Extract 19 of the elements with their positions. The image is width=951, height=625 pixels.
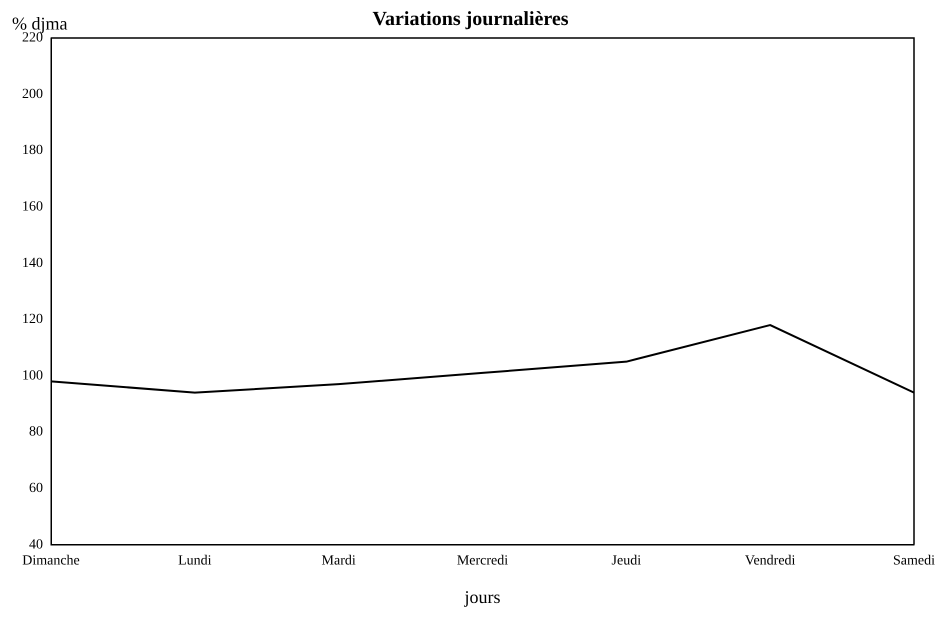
x-axis-title: jours bbox=[464, 586, 500, 607]
chart-title: Variations journalières bbox=[372, 8, 569, 30]
y-tick-label: 160 bbox=[22, 200, 43, 215]
x-tick-label: Samedi bbox=[893, 554, 936, 569]
x-tick-label: Jeudi bbox=[612, 554, 642, 569]
x-tick-label: Mercredi bbox=[456, 554, 508, 569]
y-tick-label: 220 bbox=[22, 30, 43, 46]
y-tick-label: 200 bbox=[22, 86, 43, 102]
x-tick-label: Lundi bbox=[178, 554, 212, 569]
y-tick-label: 80 bbox=[29, 424, 43, 440]
y-tick-label: 100 bbox=[22, 368, 43, 384]
y-tick-label: 180 bbox=[22, 143, 43, 158]
x-tick-label: Dimanche bbox=[22, 554, 80, 569]
y-tick-label: 60 bbox=[29, 480, 43, 496]
x-tick-label: Vendredi bbox=[744, 554, 796, 569]
y-tick-label: 40 bbox=[29, 537, 43, 552]
x-tick-label: Mardi bbox=[322, 554, 356, 569]
y-tick-label: 120 bbox=[22, 312, 43, 328]
y-tick-label: 140 bbox=[22, 256, 43, 271]
